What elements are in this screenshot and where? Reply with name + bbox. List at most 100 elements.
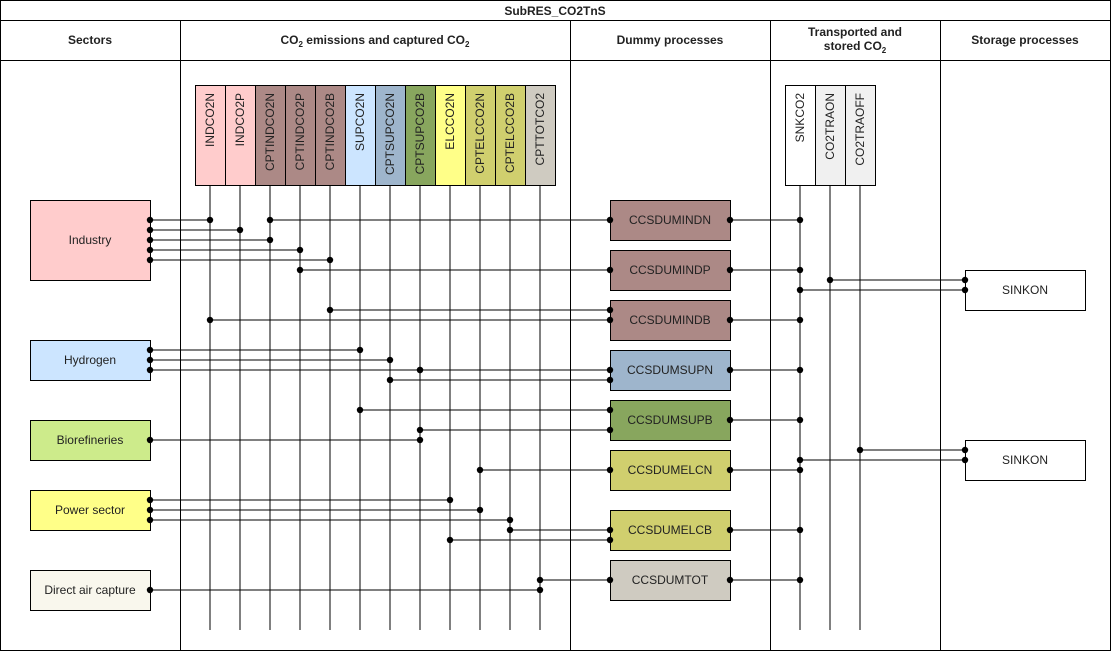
storage-label: SINKON — [1002, 283, 1048, 297]
sector-label: Power sector — [55, 503, 125, 517]
connection-dot — [446, 496, 454, 504]
storage-process-2: SINKON — [965, 440, 1086, 481]
connection-dot — [726, 526, 734, 534]
transport-label: CO2TRAOFF — [853, 93, 867, 166]
commodity-label: ELCCO2N — [443, 93, 457, 150]
connection-dots — [146, 216, 969, 594]
connection-dot — [796, 456, 804, 464]
connection-dot — [606, 406, 614, 414]
connection-dot — [296, 246, 304, 254]
commodity-column-cptindco2n: CPTINDCO2N — [255, 85, 286, 186]
connection-dot — [726, 416, 734, 424]
commodity-label: CPTELCCO2B — [503, 93, 517, 173]
connection-dot — [146, 246, 154, 254]
connection-dot — [536, 586, 544, 594]
commodity-label: CPTSUPCO2N — [383, 93, 397, 175]
storage-box — [965, 440, 1086, 481]
commodity-label: SUPCO2N — [353, 93, 367, 151]
commodity-column-elcco2n: ELCCO2N — [435, 85, 466, 186]
dummy-process-label: CCSDUMSUPN — [627, 363, 713, 377]
connection-dot — [726, 466, 734, 474]
connection-dot — [206, 316, 214, 324]
connection-dot — [326, 306, 334, 314]
connection-dot — [146, 506, 154, 514]
connection-dot — [356, 406, 364, 414]
sector-box — [30, 200, 151, 281]
header-transport-line2: stored CO2 — [824, 39, 887, 55]
transport-columns: SNKCO2 CO2TRAON CO2TRAOFF — [785, 85, 876, 186]
connection-dot — [796, 216, 804, 224]
transport-box — [815, 85, 846, 186]
connection-dot — [476, 506, 484, 514]
sector-boxes: Industry Hydrogen Biorefineries Power secto… — [30, 200, 151, 611]
connection-dot — [146, 436, 154, 444]
commodity-label: CPTELCCO2N — [473, 93, 487, 174]
storage-process-1: SINKON — [965, 270, 1086, 311]
connection-dot — [416, 436, 424, 444]
connection-dot — [416, 426, 424, 434]
connection-dot — [386, 356, 394, 364]
dummy-process-ccsdumelcb: CCSDUMELCB — [610, 510, 731, 551]
connection-dot — [236, 226, 244, 234]
sector-hydrogen: Hydrogen — [30, 340, 151, 381]
commodity-columns: INDCO2N INDCO2P CPTINDCO2N CPTINDCO2P CPTIND… — [195, 85, 556, 186]
commodity-column-cptsupco2n: CPTSUPCO2N — [375, 85, 406, 186]
connection-dot — [356, 346, 364, 354]
connection-dot — [606, 366, 614, 374]
commodity-column-cptindco2b: CPTINDCO2B — [315, 85, 346, 186]
connection-dot — [266, 236, 274, 244]
dummy-process-ccsdumtot: CCSDUMTOT — [610, 560, 731, 601]
dummy-process-box — [610, 350, 731, 391]
commodity-box — [495, 85, 526, 186]
connection-dot — [726, 266, 734, 274]
commodity-label: CPTINDCO2N — [263, 93, 277, 171]
connection-dot — [326, 256, 334, 264]
connection-dot — [146, 516, 154, 524]
sector-box — [30, 490, 151, 531]
connection-dot — [796, 526, 804, 534]
commodity-column-indco2p: INDCO2P — [225, 85, 256, 186]
commodity-box — [525, 85, 556, 186]
commodity-label: INDCO2N — [203, 93, 217, 147]
dummy-process-ccsdumindb: CCSDUMINDB — [610, 300, 731, 341]
connection-dot — [146, 356, 154, 364]
connection-dot — [961, 446, 969, 454]
sector-label: Biorefineries — [57, 433, 124, 447]
dummy-process-label: CCSDUMELCB — [628, 523, 712, 537]
connection-dot — [796, 316, 804, 324]
connection-dot — [796, 576, 804, 584]
connection-dot — [266, 216, 274, 224]
storage-label: SINKON — [1002, 453, 1048, 467]
sector-biorefineries: Biorefineries — [30, 420, 151, 461]
commodity-box — [315, 85, 346, 186]
connection-dot — [961, 286, 969, 294]
connection-dot — [146, 346, 154, 354]
vertical-lines — [209, 185, 861, 630]
connection-dot — [606, 466, 614, 474]
commodity-column-cptelcco2n: CPTELCCO2N — [465, 85, 496, 186]
connection-lines — [150, 219, 965, 591]
sector-box — [30, 570, 151, 611]
sector-box — [30, 340, 151, 381]
connection-dot — [146, 236, 154, 244]
connection-dot — [606, 266, 614, 274]
commodity-label: CPTINDCO2P — [293, 93, 307, 170]
sector-label: Direct air capture — [44, 583, 136, 597]
commodity-column-cptsupco2b: CPTSUPCO2B — [405, 85, 436, 186]
header-transport-line1: Transported and — [808, 25, 902, 39]
connection-dot — [796, 366, 804, 374]
connection-dot — [146, 586, 154, 594]
sector-dac: Direct air capture — [30, 570, 151, 611]
connection-dot — [506, 516, 514, 524]
commodity-label: CPTSUPCO2B — [413, 93, 427, 174]
commodity-label: CPTTOTCO2 — [533, 93, 547, 166]
dummy-process-label: CCSDUMELCN — [628, 463, 713, 477]
dummy-process-ccsdumindp: CCSDUMINDP — [610, 250, 731, 291]
commodity-column-supco2n: SUPCO2N — [345, 85, 376, 186]
connection-dot — [146, 226, 154, 234]
connection-dot — [606, 426, 614, 434]
connection-dot — [146, 366, 154, 374]
connection-dot — [416, 366, 424, 374]
connection-dot — [446, 536, 454, 544]
